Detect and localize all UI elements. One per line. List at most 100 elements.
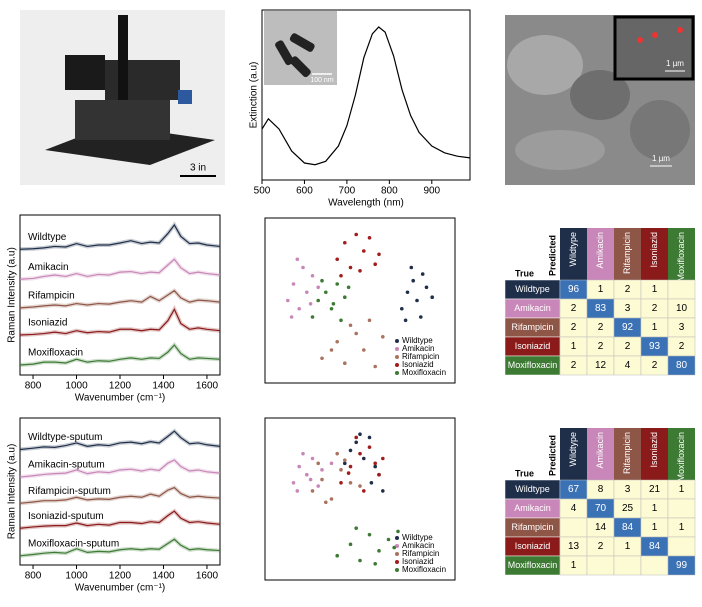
- spectrum-line: [19, 486, 221, 504]
- cell: [630, 100, 690, 160]
- row-label: Amikacin: [514, 303, 551, 313]
- point: [329, 306, 334, 311]
- instrument-photo: 3 in: [20, 10, 225, 185]
- cell: [507, 35, 583, 95]
- cell-value: 4: [571, 503, 577, 514]
- tem-inset: 100 nm: [264, 11, 337, 85]
- point: [373, 364, 378, 369]
- point: [335, 451, 340, 456]
- point: [348, 323, 353, 328]
- point: [405, 290, 410, 295]
- plot-frame: [264, 217, 456, 384]
- legend-label: Isoniazid: [402, 360, 434, 369]
- point: [354, 232, 359, 237]
- matrix-cell: [559, 517, 588, 538]
- cell-value: 2: [598, 541, 604, 552]
- cell-value: 70: [595, 503, 607, 514]
- point: [377, 252, 381, 257]
- legend-label: Moxifloxacin: [402, 565, 446, 574]
- particle: [677, 27, 683, 33]
- spectrum-line: [19, 459, 221, 478]
- cell-value: 13: [568, 541, 580, 552]
- legend-marker: [395, 371, 399, 375]
- cell-value: 21: [649, 484, 661, 495]
- column-header: [614, 428, 641, 480]
- column-label: Isoniazid: [649, 432, 659, 468]
- point: [362, 489, 366, 493]
- matrix-cell: [613, 555, 642, 576]
- plot-frame: [261, 9, 471, 181]
- point: [354, 435, 359, 440]
- series-label: Isoniazid-sputum: [28, 511, 104, 522]
- cell-value: 2: [679, 341, 685, 352]
- legend-label: Amikacin: [402, 541, 434, 550]
- cell-value: 1: [652, 284, 658, 295]
- row-label: Isoniazid: [515, 541, 551, 551]
- point: [297, 464, 302, 469]
- point: [316, 484, 321, 488]
- point: [329, 461, 334, 466]
- base: [75, 100, 170, 140]
- spectrum-line: [19, 538, 221, 557]
- x-tick-label: 600: [296, 186, 313, 197]
- x-tick-label: 1000: [65, 571, 88, 582]
- column-label: Wildtype: [568, 232, 578, 267]
- column-header: [587, 228, 614, 280]
- column-label: Amikacin: [595, 432, 605, 469]
- point: [343, 458, 347, 462]
- legend-label: Rifampicin: [402, 549, 439, 558]
- column-header: [641, 428, 668, 480]
- point: [295, 257, 300, 262]
- point: [335, 553, 340, 558]
- tem-scale-label: 100 nm: [310, 77, 334, 84]
- cell-value: 1: [571, 560, 577, 571]
- legend-marker: [395, 355, 399, 359]
- point: [320, 278, 324, 283]
- legend-marker: [395, 536, 399, 540]
- true-label: True: [515, 268, 534, 278]
- series-label: Wildtype-sputum: [28, 432, 102, 443]
- point: [348, 481, 353, 485]
- row-label: Rifampicin: [511, 322, 553, 332]
- x-tick-label: 1600: [196, 571, 219, 582]
- inset-scale-label: 1 µm: [666, 59, 684, 68]
- cell-value: 4: [625, 360, 631, 371]
- point: [367, 435, 372, 440]
- point: [295, 489, 300, 493]
- camera: [178, 90, 192, 104]
- matrix-cell: [667, 498, 696, 519]
- point: [339, 273, 343, 278]
- point: [381, 456, 385, 461]
- spectrum-line: [19, 344, 221, 366]
- x-axis-label: Wavenumber (cm⁻¹): [75, 583, 165, 594]
- point: [348, 542, 353, 547]
- point: [392, 545, 397, 550]
- cell-value: 2: [625, 341, 631, 352]
- series-label: Amikacin: [28, 262, 69, 273]
- y-axis-label: Raman Intensity (a.u): [7, 444, 18, 540]
- legend-marker: [395, 552, 399, 556]
- point: [373, 562, 378, 566]
- true-label: True: [515, 468, 534, 478]
- cell-value: 83: [595, 303, 607, 314]
- point: [358, 484, 362, 488]
- x-tick-label: 1000: [65, 381, 88, 392]
- cell-value: 2: [625, 284, 631, 295]
- point: [396, 529, 400, 534]
- point: [346, 285, 351, 290]
- y-axis-label: Extinction (a.u): [249, 62, 260, 129]
- column-label: Moxifloxacin: [676, 232, 686, 282]
- column-header: [641, 228, 668, 280]
- matrix-cell: [667, 355, 696, 376]
- column-label: Amikacin: [595, 232, 605, 269]
- point: [403, 318, 408, 323]
- row-label: Rifampicin: [511, 522, 553, 532]
- series-label: Amikacin-sputum: [28, 460, 105, 471]
- legend-label: Moxifloxacin: [402, 368, 446, 377]
- x-axis-label: Wavenumber (cm⁻¹): [75, 393, 165, 404]
- cell-value: 3: [625, 303, 631, 314]
- legend-marker: [395, 568, 399, 572]
- cell-value: 1: [652, 522, 658, 533]
- cell-value: 8: [598, 484, 604, 495]
- point: [358, 558, 362, 563]
